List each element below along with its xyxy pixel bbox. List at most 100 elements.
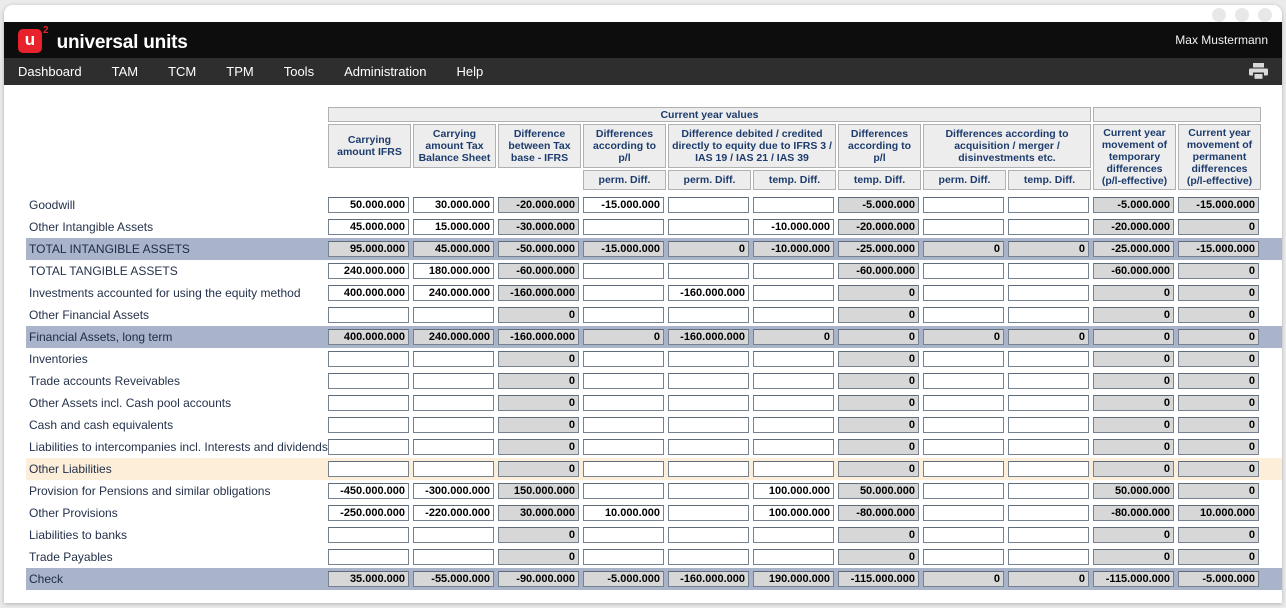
cell-input[interactable] xyxy=(1008,527,1089,543)
cell-input[interactable] xyxy=(1008,549,1089,565)
cell-input[interactable] xyxy=(413,527,494,543)
cell-input[interactable] xyxy=(328,549,409,565)
cell-input[interactable] xyxy=(753,197,834,213)
cell-input[interactable] xyxy=(753,505,834,521)
cell-input[interactable] xyxy=(668,505,749,521)
cell-input[interactable] xyxy=(753,263,834,279)
cell-input[interactable] xyxy=(923,439,1004,455)
cell-input[interactable] xyxy=(583,395,664,411)
cell-input[interactable] xyxy=(1008,395,1089,411)
cell-input[interactable] xyxy=(413,197,494,213)
cell-input[interactable] xyxy=(923,395,1004,411)
nav-item-tam[interactable]: TAM xyxy=(112,64,138,79)
cell-input[interactable] xyxy=(328,461,409,477)
cell-input[interactable] xyxy=(668,351,749,367)
cell-input[interactable] xyxy=(583,351,664,367)
cell-input[interactable] xyxy=(753,285,834,301)
cell-input[interactable] xyxy=(923,505,1004,521)
cell-input[interactable] xyxy=(668,197,749,213)
cell-input[interactable] xyxy=(583,527,664,543)
cell-input[interactable] xyxy=(923,263,1004,279)
cell-input[interactable] xyxy=(413,549,494,565)
cell-input[interactable] xyxy=(583,417,664,433)
cell-input[interactable] xyxy=(583,285,664,301)
nav-item-help[interactable]: Help xyxy=(456,64,483,79)
cell-input[interactable] xyxy=(668,483,749,499)
cell-input[interactable] xyxy=(1008,219,1089,235)
cell-input[interactable] xyxy=(413,461,494,477)
cell-input[interactable] xyxy=(753,417,834,433)
cell-input[interactable] xyxy=(328,263,409,279)
cell-input[interactable] xyxy=(753,219,834,235)
cell-input[interactable] xyxy=(1008,483,1089,499)
cell-input[interactable] xyxy=(583,461,664,477)
cell-input[interactable] xyxy=(923,307,1004,323)
cell-input[interactable] xyxy=(753,373,834,389)
cell-input[interactable] xyxy=(413,219,494,235)
cell-input[interactable] xyxy=(1008,263,1089,279)
cell-input[interactable] xyxy=(1008,351,1089,367)
cell-input[interactable] xyxy=(413,439,494,455)
cell-input[interactable] xyxy=(1008,505,1089,521)
cell-input[interactable] xyxy=(753,527,834,543)
cell-input[interactable] xyxy=(668,461,749,477)
cell-input[interactable] xyxy=(328,197,409,213)
cell-input[interactable] xyxy=(328,505,409,521)
cell-input[interactable] xyxy=(583,505,664,521)
cell-input[interactable] xyxy=(413,263,494,279)
cell-input[interactable] xyxy=(328,285,409,301)
cell-input[interactable] xyxy=(413,285,494,301)
cell-input[interactable] xyxy=(668,527,749,543)
cell-input[interactable] xyxy=(753,461,834,477)
cell-input[interactable] xyxy=(413,307,494,323)
cell-input[interactable] xyxy=(413,351,494,367)
cell-input[interactable] xyxy=(413,417,494,433)
cell-input[interactable] xyxy=(753,395,834,411)
cell-input[interactable] xyxy=(583,263,664,279)
cell-input[interactable] xyxy=(753,549,834,565)
cell-input[interactable] xyxy=(668,219,749,235)
cell-input[interactable] xyxy=(1008,417,1089,433)
cell-input[interactable] xyxy=(1008,373,1089,389)
cell-input[interactable] xyxy=(328,395,409,411)
cell-input[interactable] xyxy=(328,219,409,235)
cell-input[interactable] xyxy=(923,285,1004,301)
cell-input[interactable] xyxy=(1008,285,1089,301)
cell-input[interactable] xyxy=(668,395,749,411)
cell-input[interactable] xyxy=(583,483,664,499)
cell-input[interactable] xyxy=(1008,307,1089,323)
cell-input[interactable] xyxy=(413,395,494,411)
cell-input[interactable] xyxy=(328,527,409,543)
cell-input[interactable] xyxy=(923,351,1004,367)
cell-input[interactable] xyxy=(583,219,664,235)
cell-input[interactable] xyxy=(753,439,834,455)
nav-item-tcm[interactable]: TCM xyxy=(168,64,196,79)
cell-input[interactable] xyxy=(328,439,409,455)
cell-input[interactable] xyxy=(413,483,494,499)
cell-input[interactable] xyxy=(923,417,1004,433)
nav-item-tools[interactable]: Tools xyxy=(284,64,314,79)
cell-input[interactable] xyxy=(668,549,749,565)
printer-icon[interactable] xyxy=(1249,63,1268,80)
nav-item-dashboard[interactable]: Dashboard xyxy=(18,64,82,79)
cell-input[interactable] xyxy=(923,373,1004,389)
user-name[interactable]: Max Mustermann xyxy=(1175,33,1268,47)
cell-input[interactable] xyxy=(1008,439,1089,455)
cell-input[interactable] xyxy=(328,351,409,367)
cell-input[interactable] xyxy=(583,439,664,455)
cell-input[interactable] xyxy=(753,307,834,323)
cell-input[interactable] xyxy=(583,549,664,565)
cell-input[interactable] xyxy=(923,527,1004,543)
cell-input[interactable] xyxy=(668,417,749,433)
cell-input[interactable] xyxy=(668,307,749,323)
cell-input[interactable] xyxy=(413,373,494,389)
cell-input[interactable] xyxy=(1008,461,1089,477)
nav-item-tpm[interactable]: TPM xyxy=(226,64,253,79)
cell-input[interactable] xyxy=(923,219,1004,235)
cell-input[interactable] xyxy=(668,263,749,279)
cell-input[interactable] xyxy=(923,197,1004,213)
cell-input[interactable] xyxy=(413,505,494,521)
cell-input[interactable] xyxy=(1008,197,1089,213)
cell-input[interactable] xyxy=(668,439,749,455)
cell-input[interactable] xyxy=(923,483,1004,499)
